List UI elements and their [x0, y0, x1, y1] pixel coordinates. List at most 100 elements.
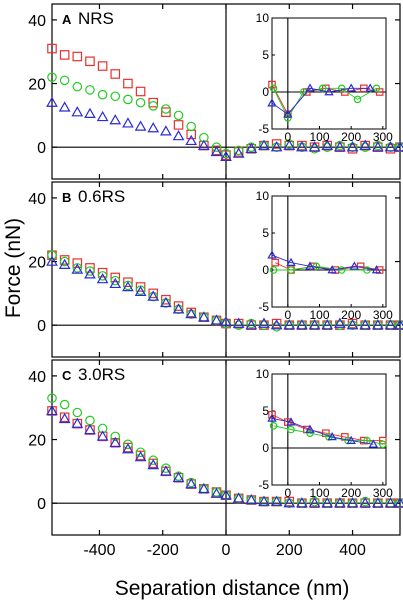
- data-point-triangle: [346, 497, 359, 508]
- data-point-circle: [161, 463, 171, 473]
- data-point-circle: [110, 91, 121, 102]
- data-point-square: [47, 43, 57, 54]
- data-point-triangle: [172, 471, 185, 482]
- inset-data-point-circle: [363, 266, 371, 274]
- inset-data-point-triangle: [267, 250, 277, 259]
- data-point-triangle: [371, 319, 384, 330]
- inset-data-point-square: [356, 262, 365, 271]
- inset-x-tick-label: 200: [341, 308, 361, 322]
- data-point-triangle: [58, 258, 71, 269]
- data-point-triangle: [210, 145, 223, 157]
- data-point-triangle: [220, 315, 232, 327]
- data-point-square: [72, 51, 83, 62]
- data-point-triangle: [321, 497, 334, 508]
- inset-data-point-triangle: [349, 261, 360, 270]
- data-point-triangle: [270, 319, 283, 330]
- inset-data-point-triangle: [267, 413, 277, 422]
- data-point-triangle: [185, 308, 198, 319]
- inset-series-line-triangle: [271, 254, 377, 271]
- inset-data-point-square: [379, 436, 387, 445]
- data-point-triangle: [46, 404, 58, 416]
- inset-data-point-circle: [318, 84, 327, 93]
- data-point-square: [161, 107, 171, 117]
- inset-data-point-triangle: [327, 265, 337, 274]
- inset-data-point-square: [268, 80, 276, 89]
- inset-data-point-triangle: [267, 98, 277, 107]
- y-tick-label: 40: [28, 13, 46, 30]
- inset-data-point-triangle: [371, 265, 382, 274]
- data-point-square: [110, 69, 121, 79]
- data-point-triangle: [394, 497, 403, 508]
- inset-data-point-circle: [363, 436, 371, 445]
- data-point-triangle: [84, 268, 96, 279]
- data-point-triangle: [296, 141, 308, 152]
- data-point-triangle: [197, 482, 210, 494]
- y-tick-label: 0: [37, 496, 46, 513]
- data-point-square: [72, 258, 83, 268]
- data-point-triangle: [58, 412, 71, 424]
- data-point-triangle: [122, 443, 134, 454]
- inset-x-tick-label: 100: [309, 130, 329, 144]
- inset-series-line-circle: [273, 87, 377, 119]
- data-point-square: [59, 50, 70, 60]
- data-point-triangle: [258, 139, 270, 150]
- data-point-triangle: [359, 497, 372, 508]
- data-point-circle: [47, 250, 57, 260]
- inset-series-line-triangle: [271, 417, 374, 445]
- data-point-triangle: [84, 423, 96, 435]
- data-point-triangle: [210, 487, 223, 498]
- data-point-triangle: [384, 319, 397, 330]
- data-point-triangle: [71, 106, 84, 117]
- inset-data-point-circle: [312, 262, 321, 271]
- inset-data-point-circle: [287, 425, 295, 434]
- data-point-triangle: [346, 141, 359, 152]
- y-tick-label: 0: [37, 318, 46, 335]
- panel-letter: A: [62, 12, 72, 27]
- data-point-triangle: [96, 273, 109, 284]
- data-point-triangle: [172, 130, 185, 141]
- panel-letter: B: [62, 190, 71, 205]
- data-point-circle: [110, 431, 121, 442]
- inset-data-point-triangle: [346, 83, 356, 92]
- data-point-triangle: [384, 141, 397, 152]
- data-point-triangle: [160, 125, 172, 136]
- inset-x-tick-label: 0: [284, 308, 291, 322]
- panel-title: NRS: [78, 9, 114, 28]
- data-point-circle: [97, 271, 108, 281]
- inset-x-tick-label: 300: [373, 130, 393, 144]
- data-point-triangle: [371, 141, 384, 152]
- data-point-square: [85, 263, 95, 273]
- y-tick-label: 0: [37, 140, 46, 157]
- data-point-triangle: [185, 134, 198, 146]
- data-point-triangle: [220, 150, 232, 161]
- inset-x-tick-label: 100: [309, 308, 329, 322]
- inset-x-tick-label: 100: [309, 486, 329, 500]
- data-point-circle: [97, 89, 108, 100]
- data-point-circle: [47, 393, 57, 403]
- data-point-circle: [59, 75, 70, 86]
- data-point-triangle: [308, 497, 321, 508]
- data-point-triangle: [232, 317, 245, 328]
- data-point-square: [123, 78, 133, 89]
- inset-data-point-circle: [372, 84, 381, 93]
- inset-series-line-circle: [273, 425, 383, 445]
- data-point-square: [135, 282, 146, 292]
- data-point-triangle: [147, 458, 160, 470]
- inset-data-point-circle: [337, 84, 346, 93]
- inset-data-point-triangle: [327, 432, 337, 441]
- inset-y-tick-label: 0: [262, 85, 269, 99]
- inset-data-point-triangle: [346, 435, 356, 444]
- data-point-triangle: [109, 114, 122, 125]
- data-point-triangle: [210, 314, 223, 325]
- data-point-triangle: [308, 319, 321, 330]
- data-point-triangle: [134, 285, 147, 296]
- data-point-circle: [135, 447, 146, 458]
- data-point-triangle: [321, 139, 334, 150]
- x-tick-label: 400: [339, 542, 366, 559]
- data-point-circle: [110, 275, 121, 286]
- data-point-triangle: [96, 430, 109, 441]
